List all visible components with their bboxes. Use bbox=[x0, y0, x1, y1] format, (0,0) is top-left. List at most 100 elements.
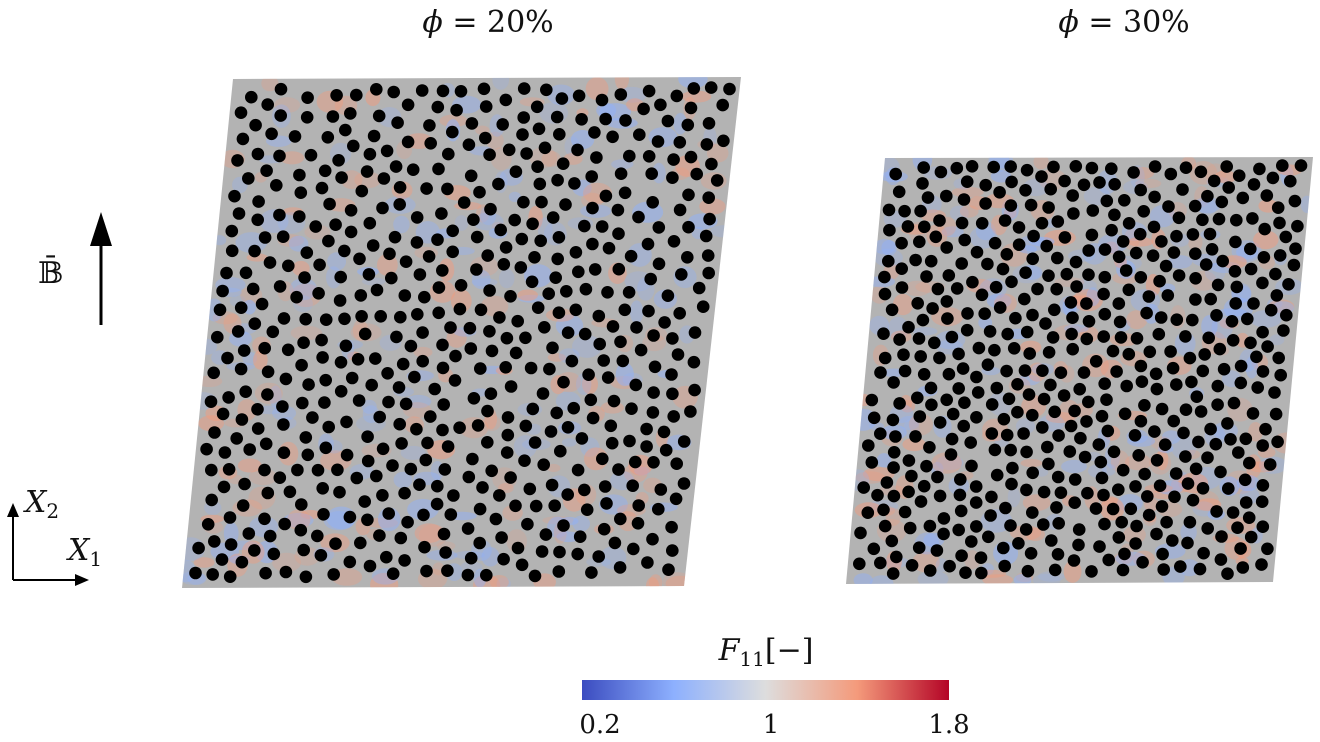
particle bbox=[234, 362, 248, 376]
strain-hotspot bbox=[377, 253, 398, 276]
particle bbox=[1244, 336, 1257, 350]
particle bbox=[684, 405, 697, 418]
particle bbox=[1012, 537, 1025, 550]
particle bbox=[413, 478, 426, 492]
particle bbox=[298, 271, 311, 284]
particle bbox=[1110, 365, 1123, 378]
particle bbox=[544, 425, 558, 438]
particle bbox=[618, 186, 632, 200]
particle bbox=[569, 303, 583, 317]
particle bbox=[631, 517, 645, 530]
particle bbox=[344, 107, 357, 120]
particle bbox=[309, 220, 323, 233]
particle bbox=[1266, 171, 1280, 185]
particle bbox=[887, 461, 900, 474]
particle bbox=[423, 119, 436, 132]
particle bbox=[1246, 407, 1260, 420]
particle bbox=[1190, 390, 1204, 404]
particle bbox=[1064, 419, 1078, 433]
particle bbox=[446, 125, 459, 139]
particle bbox=[1018, 364, 1032, 377]
particle bbox=[248, 317, 262, 331]
particle bbox=[1054, 486, 1068, 500]
strain-hotspot bbox=[414, 523, 444, 543]
particle bbox=[914, 350, 927, 363]
microstructure-left bbox=[182, 77, 741, 588]
particle bbox=[283, 485, 297, 499]
particle bbox=[267, 547, 281, 561]
particle bbox=[865, 456, 879, 469]
particle bbox=[671, 348, 685, 361]
particle bbox=[1007, 342, 1021, 355]
particle bbox=[376, 201, 389, 215]
particle bbox=[687, 82, 701, 95]
particle bbox=[924, 381, 938, 395]
particle bbox=[539, 528, 553, 541]
particle bbox=[239, 266, 253, 280]
particle bbox=[1124, 502, 1138, 516]
particle bbox=[1274, 368, 1287, 382]
particle bbox=[222, 391, 235, 404]
particle bbox=[937, 527, 950, 541]
strain-hotspot bbox=[1033, 157, 1049, 170]
particle bbox=[1085, 161, 1099, 175]
strain-hotspot bbox=[855, 471, 886, 484]
particle bbox=[999, 501, 1012, 515]
particle bbox=[361, 454, 375, 468]
particle bbox=[940, 241, 953, 254]
particle bbox=[665, 368, 678, 381]
particle bbox=[330, 89, 343, 102]
particles-left bbox=[189, 81, 736, 584]
particle bbox=[370, 283, 384, 297]
particle bbox=[399, 397, 413, 411]
particle bbox=[223, 511, 237, 524]
particle bbox=[293, 168, 306, 182]
particle bbox=[485, 344, 499, 358]
particle bbox=[1158, 438, 1172, 452]
particle bbox=[410, 236, 424, 249]
particle bbox=[208, 426, 221, 439]
particle bbox=[1210, 309, 1223, 322]
particle bbox=[1100, 194, 1114, 208]
particle bbox=[1172, 211, 1186, 225]
particle bbox=[1269, 267, 1282, 281]
particle bbox=[1138, 467, 1151, 481]
particle bbox=[1051, 251, 1064, 265]
particle bbox=[1199, 258, 1213, 271]
particle bbox=[1081, 486, 1094, 500]
particle bbox=[983, 325, 997, 338]
particle bbox=[965, 535, 978, 548]
particle bbox=[1215, 530, 1228, 543]
particle bbox=[923, 564, 937, 577]
particle bbox=[586, 201, 599, 215]
particle bbox=[702, 117, 716, 130]
particle bbox=[216, 407, 230, 421]
particle bbox=[517, 82, 531, 95]
particle bbox=[1005, 477, 1018, 491]
particle bbox=[580, 503, 594, 516]
particle bbox=[332, 154, 345, 167]
particle bbox=[1085, 565, 1098, 578]
particle bbox=[1080, 332, 1094, 346]
particle bbox=[667, 410, 680, 423]
particle bbox=[571, 143, 584, 157]
particle bbox=[661, 289, 675, 303]
particle bbox=[431, 479, 444, 493]
particle bbox=[235, 413, 249, 426]
particle bbox=[1239, 432, 1253, 446]
particle bbox=[1036, 364, 1049, 378]
particle bbox=[1066, 342, 1079, 356]
particle bbox=[588, 263, 602, 276]
particle bbox=[390, 330, 403, 344]
particle bbox=[1069, 160, 1083, 173]
particle bbox=[316, 482, 330, 495]
particle bbox=[306, 411, 319, 424]
particle bbox=[1005, 275, 1018, 289]
particle bbox=[1026, 252, 1039, 266]
particle bbox=[647, 386, 660, 399]
strain-hotspot bbox=[272, 552, 302, 573]
strain-coldspot bbox=[615, 362, 634, 386]
particle bbox=[1095, 471, 1109, 485]
particle bbox=[614, 512, 627, 526]
particle bbox=[466, 452, 479, 466]
